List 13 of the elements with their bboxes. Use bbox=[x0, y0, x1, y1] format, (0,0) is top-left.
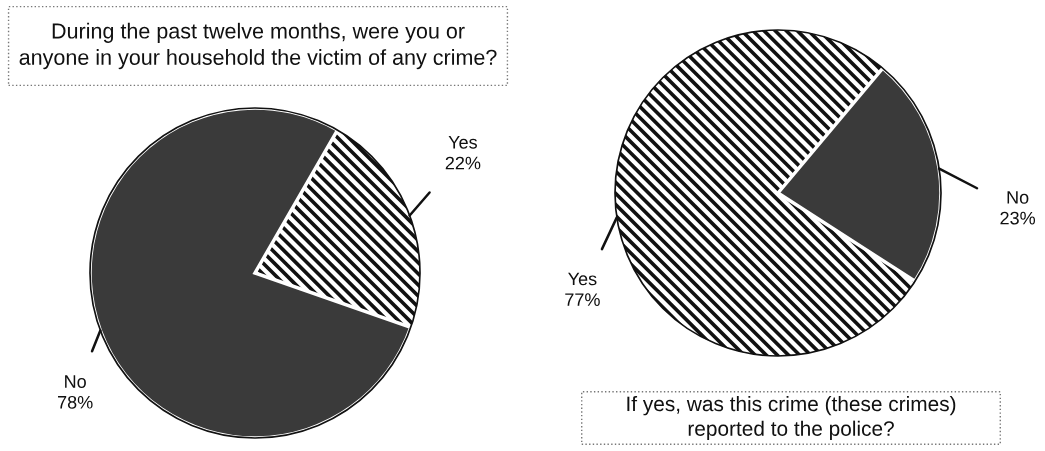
slice-label: Yes bbox=[448, 136, 477, 149]
data-label: 23% bbox=[1000, 211, 1036, 225]
data-label: 78% bbox=[58, 395, 93, 409]
pie-slice bbox=[255, 130, 420, 328]
slice-label: No bbox=[65, 375, 86, 388]
chart-title: During the past twelve months, were you or anyone in your household the victim of any crime? bbox=[19, 22, 497, 70]
pie-slice bbox=[776, 66, 943, 284]
slice-label: Yes bbox=[568, 272, 597, 286]
text: If yes, was this crime (these crimes) reported to the police? bbox=[627, 395, 956, 441]
pie-slice bbox=[615, 30, 916, 356]
slice-label: No bbox=[1007, 191, 1029, 204]
data-label: 22% bbox=[445, 156, 481, 170]
data-label: 77% bbox=[565, 293, 600, 306]
